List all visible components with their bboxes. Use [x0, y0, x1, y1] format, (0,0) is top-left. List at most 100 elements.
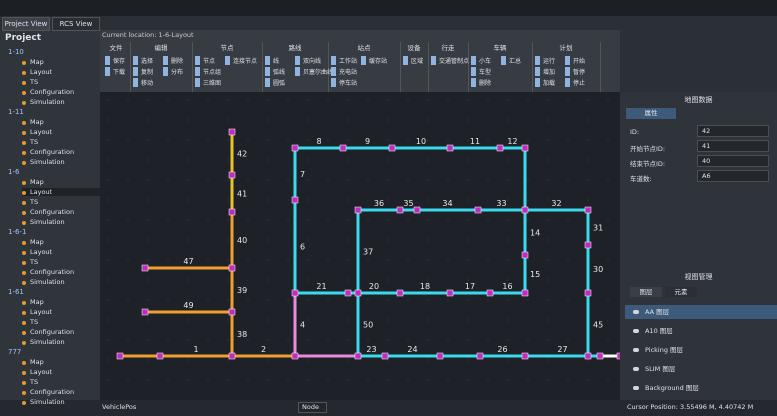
- toolbar-button[interactable]: 工作站: [331, 56, 358, 65]
- grid-dot: [507, 239, 509, 241]
- tree-leaf[interactable]: Layout: [22, 248, 52, 256]
- tree-leaf[interactable]: Simulation: [22, 98, 65, 106]
- layer-item[interactable]: SLIM 图层: [645, 365, 676, 373]
- toolbar-button[interactable]: 复制: [133, 67, 154, 76]
- grid-dot: [187, 259, 189, 261]
- tree-leaf[interactable]: Simulation: [22, 158, 65, 166]
- layer-item[interactable]: A10 图层: [645, 327, 673, 335]
- layer-item[interactable]: AA 图层: [625, 305, 777, 319]
- toolbar-button[interactable]: 车型: [471, 67, 492, 76]
- tree-leaf[interactable]: Configuration: [22, 88, 74, 96]
- toolbar-button[interactable]: 贝塞尔曲线: [295, 67, 334, 76]
- toolbar-button[interactable]: 运行: [535, 56, 556, 65]
- toolbar-button[interactable]: 保存: [105, 56, 126, 65]
- panel-tab[interactable]: 属性: [626, 108, 676, 119]
- tab[interactable]: RCS View: [52, 17, 100, 31]
- tree-leaf[interactable]: Configuration: [22, 208, 74, 216]
- toolbar-button[interactable]: 选择: [133, 56, 154, 65]
- tree-leaf[interactable]: Map: [30, 178, 44, 186]
- tree-node[interactable]: 1-6-1: [8, 228, 27, 236]
- tree-leaf[interactable]: Simulation: [22, 278, 65, 286]
- tree-leaf[interactable]: Simulation: [22, 398, 65, 406]
- toolbar-button[interactable]: 分布: [163, 67, 184, 76]
- tree-leaf[interactable]: Map: [30, 118, 44, 126]
- toolbar-button[interactable]: 加载: [535, 78, 556, 87]
- field-value[interactable]: 41: [697, 140, 769, 152]
- edge-label: 45: [593, 321, 603, 330]
- toolbar-button[interactable]: 交通管制点: [431, 56, 470, 65]
- tree-leaf[interactable]: Layout: [22, 188, 100, 196]
- grid-dot: [467, 319, 469, 321]
- layer-tab[interactable]: 元素: [665, 287, 697, 297]
- toolbar-button[interactable]: 删除: [163, 56, 184, 65]
- tree-leaf[interactable]: TS: [30, 378, 39, 386]
- tree-leaf[interactable]: Configuration: [22, 148, 74, 156]
- tree-leaf[interactable]: Map: [30, 298, 44, 306]
- toolbar-button[interactable]: 节点组: [195, 67, 222, 76]
- toolbar-button[interactable]: 移动: [133, 78, 154, 87]
- tree-leaf[interactable]: Map: [30, 58, 44, 66]
- layer-item[interactable]: Background 图层: [645, 384, 699, 392]
- toolbar-button[interactable]: 下载: [105, 67, 126, 76]
- grid-dot: [447, 99, 449, 101]
- tree-node[interactable]: 1-6: [8, 168, 20, 176]
- toolbar-button[interactable]: 增加: [535, 67, 556, 76]
- toolbar-button[interactable]: 开始: [565, 56, 586, 65]
- tree-leaf[interactable]: Layout: [22, 368, 52, 376]
- tree-leaf[interactable]: Layout: [22, 128, 52, 136]
- tree-leaf[interactable]: Configuration: [22, 388, 74, 396]
- tree-leaf[interactable]: Simulation: [22, 218, 65, 226]
- tree-leaf[interactable]: TS: [30, 138, 39, 146]
- edge-label: 37: [363, 248, 373, 257]
- toolbar-button[interactable]: 汇总: [501, 56, 522, 65]
- toolbar-button[interactable]: 圆弧: [265, 78, 286, 87]
- tree-leaf[interactable]: TS: [30, 258, 39, 266]
- toolbar-button[interactable]: 停止: [565, 78, 586, 87]
- tree-node[interactable]: 1-11: [8, 108, 24, 116]
- toolbar-button[interactable]: 小车: [471, 56, 492, 65]
- field-label: 车道数:: [630, 175, 652, 183]
- grid-dot: [327, 259, 329, 261]
- tree-leaf[interactable]: Layout: [22, 308, 52, 316]
- toolbar-button[interactable]: 缓存站: [361, 56, 388, 65]
- field-value[interactable]: A6: [697, 170, 769, 182]
- toolbar-button[interactable]: 连接节点: [225, 56, 258, 65]
- tree-leaf[interactable]: Map: [30, 238, 44, 246]
- tree-leaf[interactable]: Layout: [22, 68, 52, 76]
- toolbar-button[interactable]: 删除: [471, 78, 492, 87]
- toolbar-button[interactable]: 充电站: [331, 67, 358, 76]
- grid-dot: [487, 259, 489, 261]
- layer-tab[interactable]: 图层: [630, 287, 662, 297]
- tab[interactable]: Project View: [2, 17, 50, 31]
- tree-leaf[interactable]: Configuration: [22, 328, 74, 336]
- mode-select[interactable]: Node: [298, 402, 327, 413]
- toolbar-button[interactable]: 双向线: [295, 56, 322, 65]
- map-node: [344, 289, 352, 297]
- field-value[interactable]: 40: [697, 155, 769, 167]
- tree-leaf[interactable]: TS: [30, 198, 39, 206]
- tree-leaf[interactable]: Simulation: [22, 338, 65, 346]
- toolbar-button[interactable]: 区域: [403, 56, 424, 65]
- grid-dot: [487, 99, 489, 101]
- layer-item[interactable]: Picking 图层: [645, 346, 684, 354]
- field-value[interactable]: 42: [697, 125, 769, 137]
- map-node: [446, 289, 454, 297]
- toolbar-button[interactable]: 节点: [195, 56, 216, 65]
- toolbar-button[interactable]: 线: [265, 56, 280, 65]
- toolbar-button[interactable]: 三维图: [195, 78, 222, 87]
- tree-leaf[interactable]: TS: [30, 318, 39, 326]
- tree-node[interactable]: 777: [8, 348, 22, 356]
- map-node: [396, 289, 404, 297]
- grid-dot: [487, 119, 489, 121]
- grid-dot: [507, 199, 509, 201]
- toolbar-button[interactable]: 弧线: [265, 67, 286, 76]
- tree-node[interactable]: 1-61: [8, 288, 24, 296]
- toolbar-button[interactable]: 停车站: [331, 78, 358, 87]
- tree-leaf[interactable]: TS: [30, 78, 39, 86]
- tree-leaf[interactable]: Configuration: [22, 268, 74, 276]
- eye-icon: [633, 329, 639, 333]
- tree-node[interactable]: 1-10: [8, 48, 24, 56]
- tree-leaf[interactable]: Map: [30, 358, 44, 366]
- toolbar-button[interactable]: 暂停: [565, 67, 586, 76]
- edge-label: 8: [316, 137, 321, 146]
